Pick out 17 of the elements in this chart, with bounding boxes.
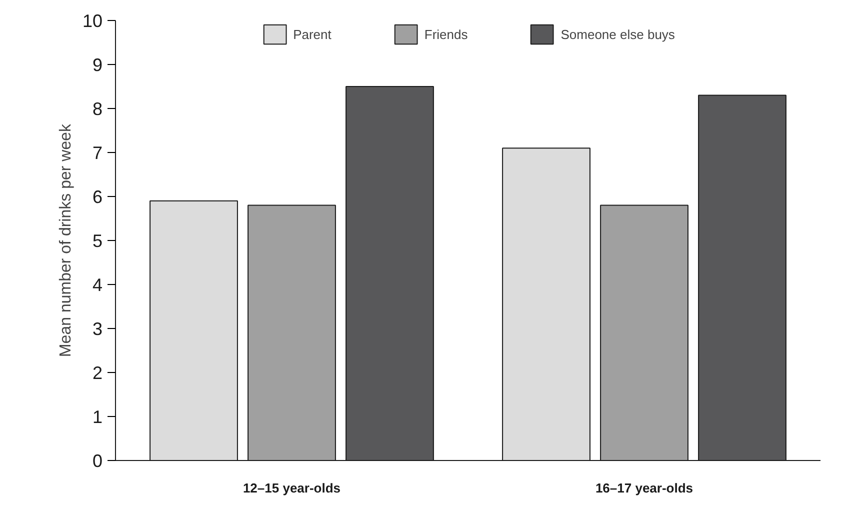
y-tick-label: 9 (92, 55, 103, 75)
y-tick-label: 5 (92, 231, 103, 251)
y-tick-label: 10 (82, 11, 103, 31)
legend-label: Friends (424, 26, 468, 42)
y-tick-label: 3 (92, 319, 103, 339)
y-tick-label: 1 (92, 407, 103, 427)
y-tick-label: 0 (92, 451, 103, 471)
y-axis-title: Mean number of drinks per week (57, 123, 74, 357)
y-tick-label: 8 (92, 99, 103, 119)
legend-label: Parent (293, 26, 332, 42)
y-tick-label: 7 (92, 143, 103, 163)
x-tick-label: 16–17 year-olds (595, 480, 694, 496)
y-tick-label: 4 (92, 275, 103, 295)
x-tick-label: 12–15 year-olds (242, 480, 341, 496)
y-tick-label: 6 (92, 187, 103, 207)
legend-label: Someone else buys (560, 26, 675, 42)
y-tick-label: 2 (92, 363, 103, 383)
